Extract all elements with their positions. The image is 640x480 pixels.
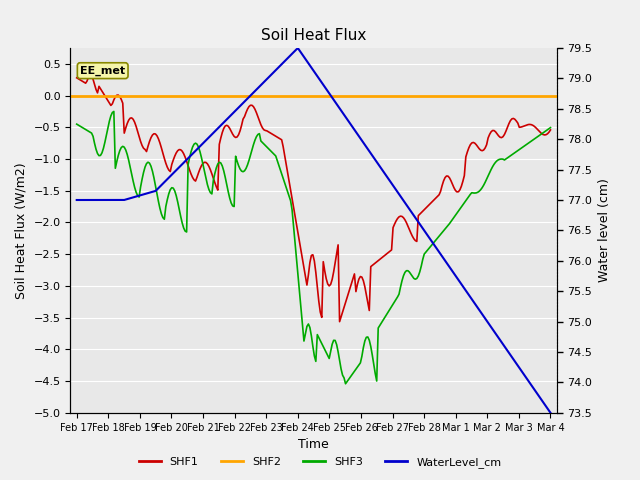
Y-axis label: Water level (cm): Water level (cm) <box>598 179 611 282</box>
Text: EE_met: EE_met <box>80 66 125 76</box>
Title: Soil Heat Flux: Soil Heat Flux <box>261 28 366 43</box>
X-axis label: Time: Time <box>298 438 329 451</box>
Legend: SHF1, SHF2, SHF3, WaterLevel_cm: SHF1, SHF2, SHF3, WaterLevel_cm <box>134 452 506 472</box>
Y-axis label: Soil Heat Flux (W/m2): Soil Heat Flux (W/m2) <box>15 162 28 299</box>
